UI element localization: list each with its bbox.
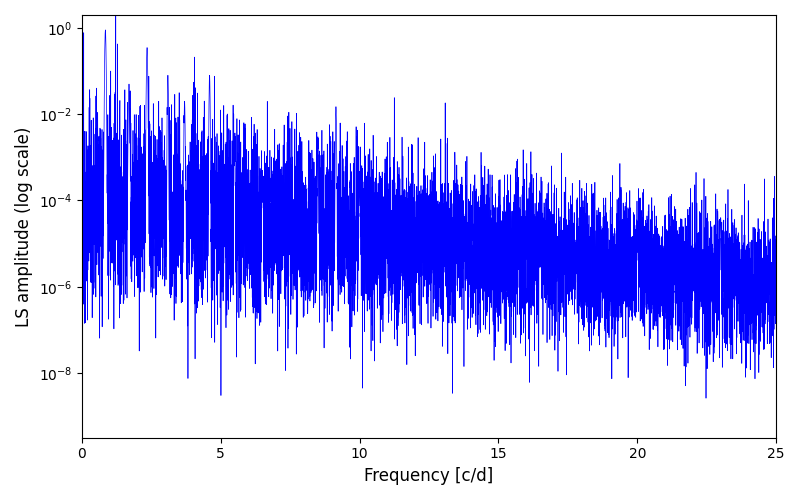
X-axis label: Frequency [c/d]: Frequency [c/d]	[364, 467, 494, 485]
Y-axis label: LS amplitude (log scale): LS amplitude (log scale)	[15, 126, 33, 326]
